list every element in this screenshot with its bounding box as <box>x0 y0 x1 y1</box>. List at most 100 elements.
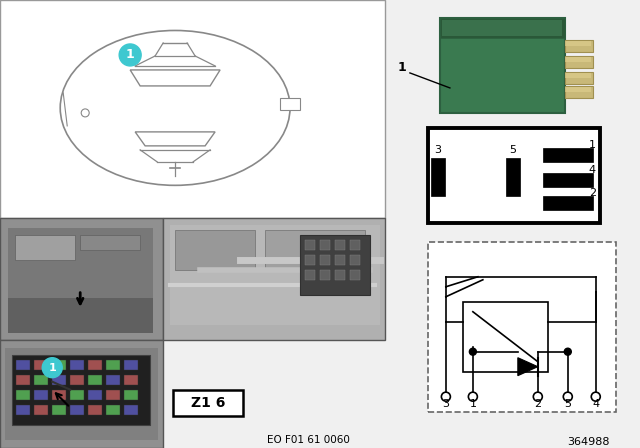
Polygon shape <box>130 70 220 86</box>
Ellipse shape <box>60 30 290 185</box>
Bar <box>0 0 385 218</box>
Bar <box>5 348 158 439</box>
Text: 1: 1 <box>589 140 596 150</box>
Bar <box>564 57 591 62</box>
Bar <box>543 173 593 187</box>
Text: 4: 4 <box>592 399 599 409</box>
Bar <box>52 390 66 400</box>
Bar <box>428 128 600 223</box>
Bar <box>35 375 48 385</box>
Bar <box>124 375 138 385</box>
Circle shape <box>119 44 141 66</box>
Bar <box>350 240 360 250</box>
Bar <box>506 158 520 196</box>
Bar <box>543 196 593 210</box>
Bar <box>564 86 593 98</box>
Circle shape <box>81 109 89 117</box>
Bar <box>320 255 330 265</box>
Text: 1: 1 <box>469 399 476 409</box>
Bar <box>106 405 120 415</box>
Bar <box>350 270 360 280</box>
Bar <box>265 230 365 270</box>
Bar <box>16 360 30 370</box>
Bar <box>564 73 591 78</box>
Bar <box>280 98 300 110</box>
Circle shape <box>533 392 542 401</box>
Polygon shape <box>518 358 538 376</box>
Bar <box>35 405 48 415</box>
Bar <box>300 235 370 295</box>
Bar <box>124 360 138 370</box>
Text: Z1 6: Z1 6 <box>191 396 225 409</box>
Bar <box>564 40 593 52</box>
Text: 1: 1 <box>126 48 134 61</box>
Circle shape <box>468 392 477 401</box>
Text: 1: 1 <box>397 61 406 74</box>
Bar <box>350 255 360 265</box>
Bar <box>16 375 30 385</box>
Bar <box>320 240 330 250</box>
Text: 3: 3 <box>435 145 442 155</box>
Text: 5: 5 <box>509 145 516 155</box>
Bar <box>564 87 591 92</box>
Bar <box>305 240 315 250</box>
Polygon shape <box>135 132 215 146</box>
Bar <box>35 390 48 400</box>
Bar <box>88 390 102 400</box>
Bar <box>52 375 66 385</box>
Bar <box>16 390 30 400</box>
Bar <box>175 230 255 270</box>
Bar <box>16 405 30 415</box>
Bar <box>170 225 380 325</box>
Bar <box>70 390 84 400</box>
Text: 5: 5 <box>564 399 572 409</box>
Bar <box>431 158 445 196</box>
Bar <box>88 375 102 385</box>
Bar <box>442 20 562 36</box>
Bar <box>0 340 163 448</box>
Circle shape <box>564 348 572 355</box>
Bar <box>163 218 385 340</box>
Bar <box>0 218 163 340</box>
Bar <box>564 56 593 68</box>
Circle shape <box>42 358 62 378</box>
Bar <box>70 375 84 385</box>
Bar <box>440 18 564 38</box>
Bar <box>440 18 564 113</box>
Bar <box>52 405 66 415</box>
Circle shape <box>563 392 572 401</box>
Text: 2: 2 <box>534 399 541 409</box>
Circle shape <box>591 392 600 401</box>
Bar <box>88 405 102 415</box>
Bar <box>88 360 102 370</box>
Bar <box>124 405 138 415</box>
Bar <box>8 298 153 333</box>
Text: 364988: 364988 <box>567 437 610 447</box>
Text: 3: 3 <box>442 399 449 409</box>
Bar <box>8 228 153 298</box>
Bar <box>335 255 345 265</box>
Bar <box>305 270 315 280</box>
Bar <box>543 148 593 162</box>
Bar <box>463 302 548 372</box>
Bar <box>80 235 140 250</box>
Bar <box>305 255 315 265</box>
Bar <box>564 72 593 84</box>
Bar <box>564 41 591 46</box>
Bar <box>320 270 330 280</box>
Bar <box>52 360 66 370</box>
Bar <box>335 240 345 250</box>
Bar <box>428 242 616 412</box>
Circle shape <box>469 348 476 355</box>
Bar <box>335 270 345 280</box>
Bar <box>15 235 76 260</box>
Text: 1: 1 <box>49 363 56 373</box>
Circle shape <box>442 392 451 401</box>
Text: EO F01 61 0060: EO F01 61 0060 <box>267 435 349 444</box>
Bar <box>70 360 84 370</box>
Bar <box>35 360 48 370</box>
Bar <box>70 405 84 415</box>
Bar <box>12 355 150 425</box>
Bar <box>106 390 120 400</box>
Bar <box>124 390 138 400</box>
